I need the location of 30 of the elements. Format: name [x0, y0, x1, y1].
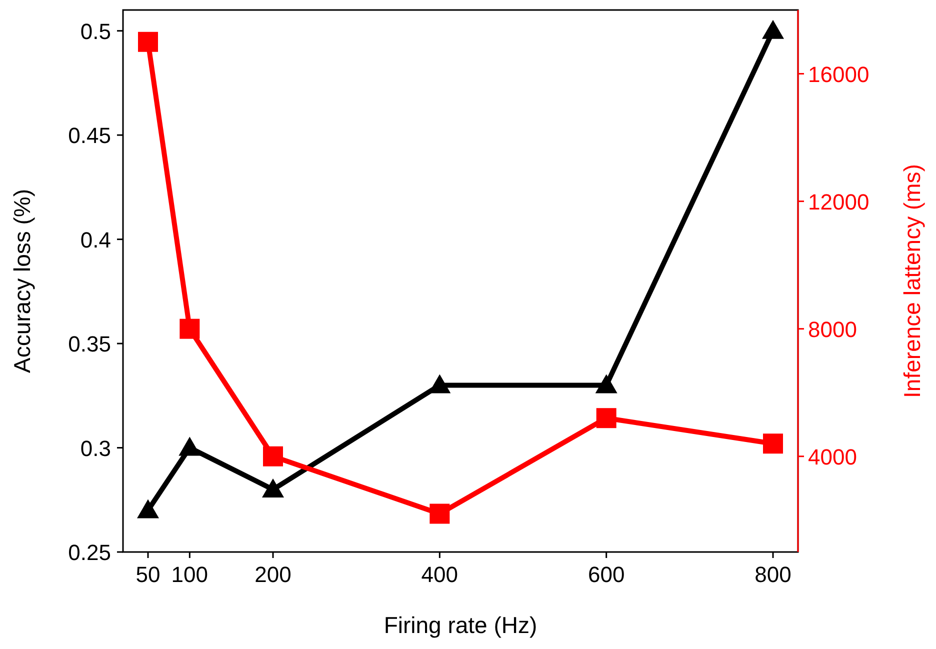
point	[138, 32, 158, 52]
point	[596, 408, 616, 428]
x-tick-label: 200	[254, 562, 292, 587]
point	[137, 499, 159, 518]
y-tick-label: 0.3	[80, 436, 111, 461]
point	[178, 436, 201, 456]
y2-tick-label: 16000	[808, 62, 870, 87]
x-tick-label: 800	[754, 562, 792, 587]
point	[763, 434, 783, 454]
y-tick-label: 0.45	[68, 123, 111, 148]
y2-tick-label: 12000	[808, 189, 870, 214]
y-tick-label: 0.5	[80, 18, 111, 44]
x-tick-label: 100	[171, 562, 208, 587]
point	[180, 318, 200, 339]
y-axis-title: Accuracy loss (%)	[9, 188, 35, 374]
y2-tick-label: 4000	[808, 444, 857, 470]
point	[430, 504, 450, 524]
point	[262, 478, 284, 498]
y-tick-label: 0.35	[68, 332, 111, 357]
x-tick-label: 600	[588, 562, 625, 587]
x-tick-label: 50	[136, 562, 160, 587]
y2-axis-title: Inference lattency (ms)	[899, 164, 925, 398]
y2-tick-label: 8000	[808, 316, 857, 342]
point	[762, 20, 784, 39]
point	[263, 446, 283, 466]
y-tick-label: 0.25	[68, 540, 111, 565]
x-axis-title: Firing rate (Hz)	[384, 612, 538, 638]
point	[595, 374, 618, 394]
y-tick-label: 0.4	[80, 227, 111, 252]
x-tick-label: 400	[421, 562, 458, 587]
